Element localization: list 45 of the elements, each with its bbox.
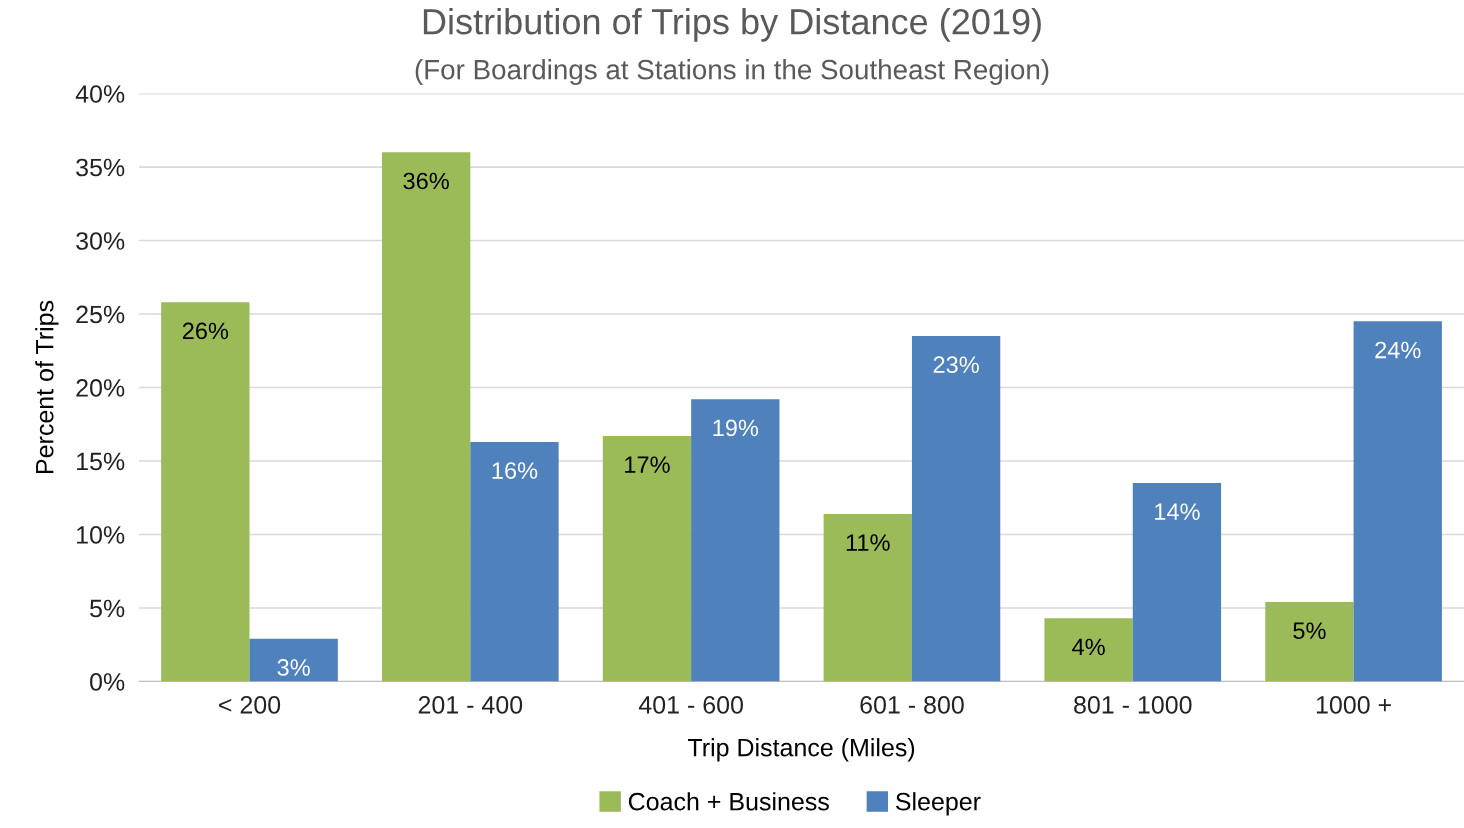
x-tick-label: 801 - 1000 — [1074, 695, 1192, 714]
y-tick-label: 30% — [76, 232, 125, 250]
data-label: 17% — [625, 456, 670, 473]
x-tick-label: 201 - 400 — [418, 695, 523, 714]
bar — [470, 441, 559, 682]
y-tick-label: 5% — [90, 599, 125, 618]
x-tick-label: 1000 + — [1316, 695, 1391, 714]
data-label: 24% — [1375, 341, 1421, 359]
y-tick-label: 40% — [75, 85, 125, 103]
bar — [1353, 321, 1442, 682]
bar — [1132, 483, 1222, 682]
data-label: 5% — [1293, 622, 1326, 640]
data-label: 11% — [846, 534, 890, 551]
y-tick-label: 25% — [76, 305, 125, 324]
bar — [161, 302, 250, 682]
x-tick-label: 401 - 600 — [638, 695, 743, 714]
x-axis-title: Trip Distance (Miles) — [687, 738, 915, 762]
data-label: 36% — [403, 172, 449, 190]
bar — [911, 336, 1001, 682]
data-label: 19% — [713, 419, 759, 437]
bar — [823, 513, 912, 682]
y-tick-label: 15% — [77, 452, 125, 471]
data-label: 26% — [182, 322, 229, 340]
data-label: 16% — [492, 462, 538, 479]
data-label: 4% — [1072, 638, 1105, 656]
bar — [691, 399, 780, 682]
legend-label: Coach + Business — [628, 792, 829, 811]
data-label: 14% — [1155, 503, 1200, 520]
y-axis-title: Percent of Trips — [35, 300, 59, 473]
data-label: 23% — [933, 356, 979, 374]
x-tick-label: < 200 — [219, 695, 281, 714]
bar — [249, 638, 338, 682]
data-label: 3% — [277, 659, 310, 676]
x-tick-label: 601 - 800 — [860, 695, 964, 714]
y-tick-label: 10% — [77, 526, 125, 544]
bar — [1044, 618, 1133, 682]
y-tick-label: 35% — [76, 158, 125, 177]
bar — [381, 152, 471, 682]
bar — [602, 436, 692, 682]
legend-label: Sleeper — [895, 792, 981, 816]
y-tick-label: 0% — [90, 673, 125, 691]
chart-subtitle: (For Boardings at Stations in the Southeast Region) — [415, 59, 1049, 85]
chart-title: Distribution of Trips by Distance (2019) — [423, 8, 1041, 42]
y-tick-label: 20% — [76, 379, 125, 397]
bar — [1265, 602, 1354, 682]
